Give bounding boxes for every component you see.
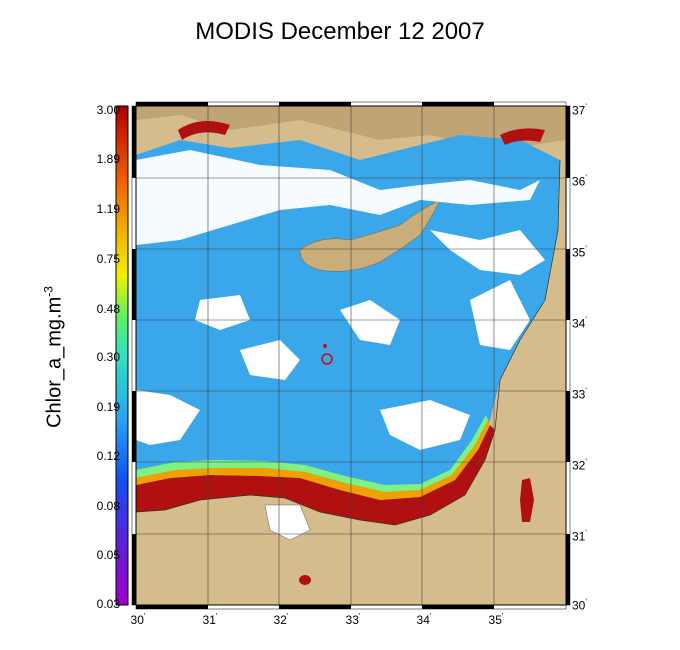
lat-tick: 33' (572, 386, 587, 402)
colorbar-tick: 0.19 (96, 400, 120, 414)
colorbar-tick: 0.48 (96, 302, 120, 316)
lat-tick: 36' (572, 173, 587, 189)
lat-tick: 37' (572, 102, 587, 118)
lat-tick: 30' (572, 597, 587, 613)
map-frame (131, 101, 571, 610)
gulf-of-aqaba (520, 478, 534, 522)
colorbar-tick: 1.19 (96, 202, 120, 216)
lon-tick: 33' (345, 612, 361, 627)
colorbar-tick: 0.05 (96, 548, 120, 562)
colorbar-tick: 0.30 (96, 350, 120, 364)
colorbar-tick: 3.00 (96, 103, 120, 117)
lon-tick: 32' (273, 612, 289, 627)
colorbar (115, 105, 129, 606)
graticule (136, 106, 566, 605)
lon-tick: 34' (416, 612, 432, 627)
colorbar-tick: 0.75 (96, 252, 120, 266)
cyprus (299, 199, 441, 272)
colorbar-tick: 0.03 (96, 597, 120, 611)
colorbar-tick: 1.89 (96, 152, 120, 166)
lon-tick: 35' (488, 612, 504, 627)
lat-tick: 35' (572, 244, 587, 260)
coastal-bloom (136, 425, 495, 525)
lon-tick: 31' (202, 612, 218, 627)
map-title: MODIS December 12 2007 (195, 18, 485, 45)
colorbar-tick: 0.08 (96, 499, 120, 513)
lon-tick: 30' (130, 612, 146, 627)
map-image (136, 106, 566, 605)
colorbar-tick: 0.12 (96, 449, 120, 463)
lat-tick: 32' (572, 457, 587, 473)
lat-tick: 34' (572, 315, 587, 331)
lat-tick: 31' (572, 528, 587, 544)
cloud-cover (136, 150, 540, 245)
